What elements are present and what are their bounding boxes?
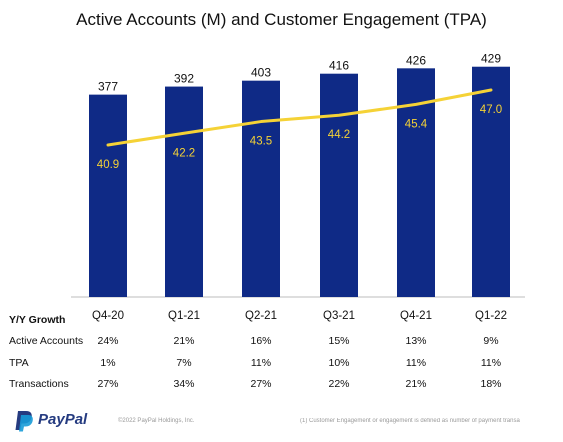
tpa-value-label: 40.9 <box>97 159 119 171</box>
tpa-value-label: 42.2 <box>173 147 195 159</box>
growth-cell: 27% <box>97 378 119 390</box>
bar-value-label: 403 <box>251 66 271 80</box>
category-tick-label: Q4-21 <box>400 310 432 322</box>
tpa-value-label: 47.0 <box>480 104 502 116</box>
growth-cell: 21% <box>405 378 427 390</box>
growth-cell: 11% <box>250 357 272 369</box>
category-tick-label: Q2-21 <box>245 310 277 322</box>
chart-title: Active Accounts (M) and Customer Engagem… <box>76 10 487 29</box>
category-tick-label: Q3-21 <box>323 310 355 322</box>
growth-cell: 22% <box>328 378 350 390</box>
growth-cell: 27% <box>250 378 272 390</box>
paypal-logo-text: PayPal <box>38 411 88 428</box>
bar-q3-21 <box>320 73 358 298</box>
growth-row-label: TPA <box>9 357 29 369</box>
growth-cell: 15% <box>328 335 350 347</box>
growth-cell: 18% <box>480 378 502 390</box>
growth-row-label: Active Accounts <box>9 335 84 347</box>
copyright-text: ©2022 PayPal Holdings, Inc. <box>118 418 195 424</box>
footnote-text: (1) Customer Engagement or engagement is… <box>300 418 520 424</box>
growth-row-label: Transactions <box>9 378 69 390</box>
growth-cell: 7% <box>176 357 192 369</box>
growth-cell: 10% <box>328 357 350 369</box>
paypal-mark-icon <box>15 411 33 432</box>
bar-value-label: 429 <box>481 52 501 66</box>
category-tick-label: Q1-22 <box>475 310 507 322</box>
bar-value-label: 426 <box>406 53 426 67</box>
growth-row: Active Accounts 24% 21% 16% 15% 13% 9% <box>0 335 563 351</box>
bar-q4-20 <box>89 94 127 297</box>
growth-row: TPA 1% 7% 11% 10% 11% 11% <box>0 357 563 373</box>
category-tick-label: Q4-20 <box>92 310 124 322</box>
growth-row: Transactions 27% 34% 27% 22% 21% 18% <box>0 378 563 394</box>
growth-cell: 9% <box>483 335 499 347</box>
bar-value-label: 377 <box>98 80 118 94</box>
growth-cell: 11% <box>405 357 427 369</box>
tpa-value-label: 44.2 <box>328 129 350 141</box>
bar-q1-22 <box>472 66 510 297</box>
tpa-value-label: 45.4 <box>405 118 428 130</box>
growth-cell: 13% <box>405 335 427 347</box>
growth-cell: 16% <box>250 335 272 347</box>
growth-cell: 21% <box>173 335 195 347</box>
tpa-line <box>106 88 493 147</box>
bar-q1-21 <box>165 86 203 297</box>
growth-cell: 34% <box>173 378 195 390</box>
growth-cell: 11% <box>480 357 502 369</box>
bar-q2-21 <box>242 80 280 297</box>
growth-cell: 1% <box>100 357 116 369</box>
bar-value-label: 392 <box>174 72 194 86</box>
growth-section-title: Y/Y Growth <box>9 314 66 326</box>
growth-cell: 24% <box>97 335 119 347</box>
tpa-value-label: 43.5 <box>250 136 272 148</box>
category-tick-label: Q1-21 <box>168 310 200 322</box>
bar-value-label: 416 <box>329 59 349 73</box>
